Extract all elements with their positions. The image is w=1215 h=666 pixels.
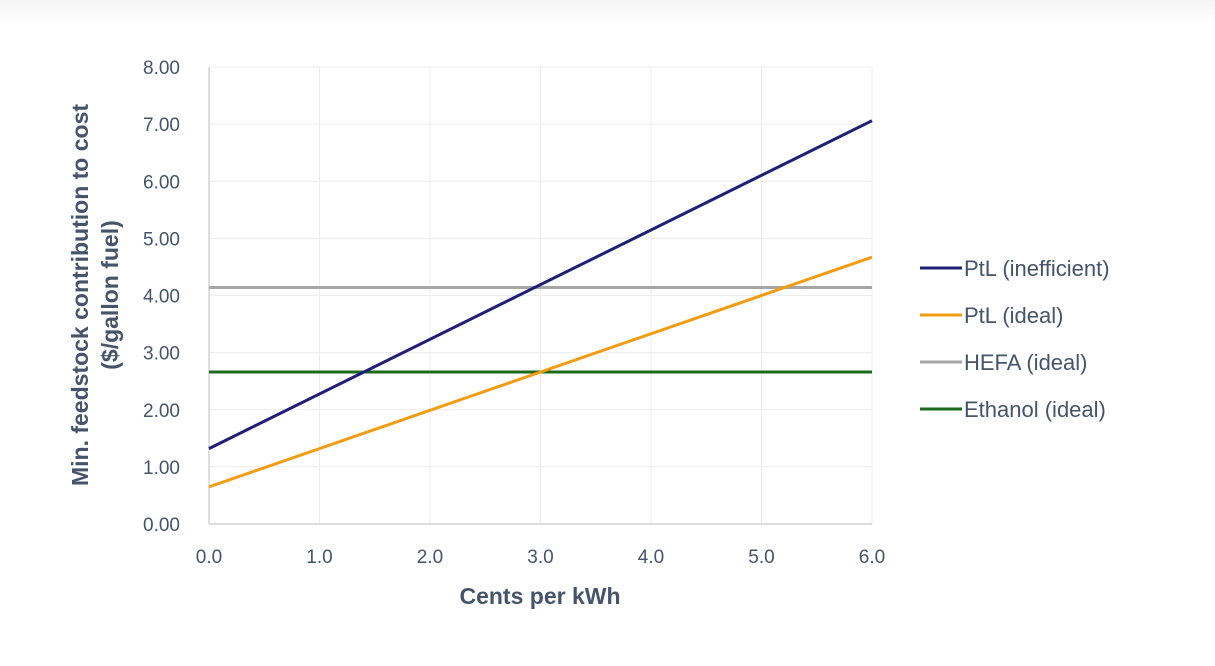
y-tick-label: 8.00 bbox=[143, 58, 180, 79]
x-tick-labels: 0.0 1.0 2.0 3.0 4.0 5.0 6.0 bbox=[196, 547, 885, 568]
y-tick-label: 2.00 bbox=[143, 401, 180, 422]
top-band bbox=[0, 0, 1215, 22]
x-axis-title: Cents per kWh bbox=[459, 583, 620, 609]
y-tick-label: 6.00 bbox=[143, 172, 180, 193]
x-tick-label: 3.0 bbox=[527, 547, 553, 568]
y-axis-title: Min. feedstock contribution to cost ($/g… bbox=[67, 104, 123, 486]
y-tick-label: 4.00 bbox=[143, 287, 180, 308]
x-tick-label: 1.0 bbox=[306, 547, 332, 568]
legend-label: PtL (inefficient) bbox=[964, 256, 1110, 281]
y-tick-labels: 0.00 1.00 2.00 3.00 4.00 5.00 6.00 7.00 8.00 bbox=[143, 58, 180, 536]
y-tick-label: 0.00 bbox=[143, 515, 180, 536]
series-lines bbox=[208, 119, 873, 489]
x-tick-label: 4.0 bbox=[638, 547, 664, 568]
x-tick-label: 0.0 bbox=[196, 547, 222, 568]
y-tick-label: 1.00 bbox=[143, 458, 180, 479]
legend-label: HEFA (ideal) bbox=[964, 350, 1088, 375]
y-tick-label: 7.00 bbox=[143, 115, 180, 136]
x-tick-label: 2.0 bbox=[417, 547, 443, 568]
gridlines bbox=[209, 66, 873, 524]
legend: PtL (inefficient) PtL (ideal) HEFA (ideal)… bbox=[920, 256, 1110, 422]
legend-label: PtL (ideal) bbox=[964, 303, 1063, 328]
y-axis-title-line2: ($/gallon fuel) bbox=[97, 220, 123, 370]
series-line-0 bbox=[208, 119, 873, 450]
legend-label: Ethanol (ideal) bbox=[964, 397, 1106, 422]
x-tick-label: 5.0 bbox=[748, 547, 774, 568]
series-line-1 bbox=[208, 255, 873, 489]
y-axis-title-line1: Min. feedstock contribution to cost bbox=[67, 104, 93, 486]
x-tick-label: 6.0 bbox=[859, 547, 885, 568]
y-tick-label: 5.00 bbox=[143, 229, 180, 250]
y-tick-label: 3.00 bbox=[143, 344, 180, 365]
